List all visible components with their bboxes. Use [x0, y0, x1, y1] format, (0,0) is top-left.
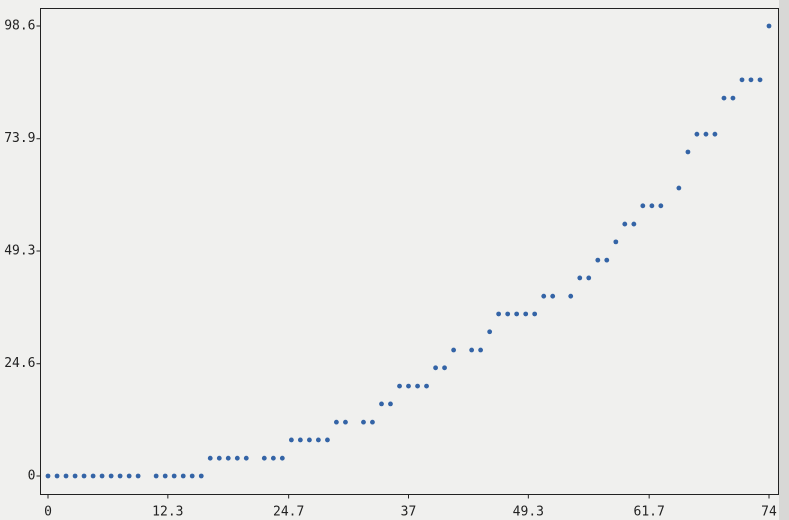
point [514, 311, 520, 317]
point [90, 473, 96, 479]
point [757, 77, 763, 83]
point [550, 293, 556, 299]
point [270, 455, 276, 461]
y-tick-label: 98.6 [4, 19, 35, 34]
y-tick-label: 24.6 [4, 356, 35, 371]
x-tick-label: 12.3 [152, 505, 183, 520]
point [126, 473, 132, 479]
point [631, 221, 637, 227]
point [604, 257, 610, 263]
point [658, 203, 664, 209]
point [577, 275, 583, 281]
point [153, 473, 159, 479]
point [532, 311, 538, 317]
point [288, 437, 294, 443]
point [162, 473, 168, 479]
point [685, 149, 691, 155]
point [207, 455, 213, 461]
point [198, 473, 204, 479]
point [649, 203, 655, 209]
point [415, 383, 420, 389]
point [721, 95, 727, 101]
point [361, 419, 366, 425]
point [234, 455, 240, 461]
point [595, 257, 601, 263]
y-tick-label: 0 [28, 469, 36, 484]
point [496, 311, 502, 317]
x-tick-label: 74 [761, 505, 777, 520]
point [478, 347, 483, 353]
point [442, 365, 447, 371]
x-tick-label: 61.7 [634, 505, 665, 520]
side-strip [779, 0, 789, 520]
point [712, 131, 718, 137]
point [108, 473, 114, 479]
point [171, 473, 177, 479]
point [216, 455, 222, 461]
point [730, 95, 736, 101]
x-tick-label: 0 [44, 505, 52, 520]
point [325, 437, 330, 443]
point [180, 473, 186, 479]
point [766, 23, 772, 29]
point [117, 473, 123, 479]
point [370, 419, 375, 425]
point [297, 437, 303, 443]
x-tick-label: 37 [401, 505, 417, 520]
point [568, 293, 574, 299]
point [81, 473, 87, 479]
point [622, 221, 628, 227]
point [307, 437, 312, 443]
point [676, 185, 682, 191]
point [343, 419, 348, 425]
point [261, 455, 267, 461]
point [469, 347, 475, 353]
point [541, 293, 547, 299]
y-tick-label: 73.9 [4, 131, 35, 146]
point [505, 311, 511, 317]
point [586, 275, 592, 281]
point [243, 455, 249, 461]
point [748, 77, 754, 83]
point [433, 365, 438, 371]
point [397, 383, 402, 389]
point [388, 401, 393, 407]
point [451, 347, 457, 353]
point [99, 473, 105, 479]
point [406, 383, 411, 389]
point [487, 329, 493, 335]
point [694, 131, 700, 137]
point [640, 203, 646, 209]
point [523, 311, 529, 317]
point [424, 383, 429, 389]
point [315, 437, 321, 443]
point [613, 239, 619, 245]
x-tick-label: 49.3 [513, 505, 544, 520]
point [63, 473, 69, 479]
point [189, 473, 195, 479]
point [334, 419, 339, 425]
point [72, 473, 78, 479]
point [225, 455, 231, 461]
point [379, 401, 384, 407]
point [703, 131, 709, 137]
point [54, 473, 60, 479]
y-tick-label: 49.3 [4, 244, 35, 259]
x-tick-label: 24.7 [273, 505, 304, 520]
point [279, 455, 285, 461]
point [739, 77, 745, 83]
point [45, 473, 51, 479]
point [135, 473, 141, 479]
